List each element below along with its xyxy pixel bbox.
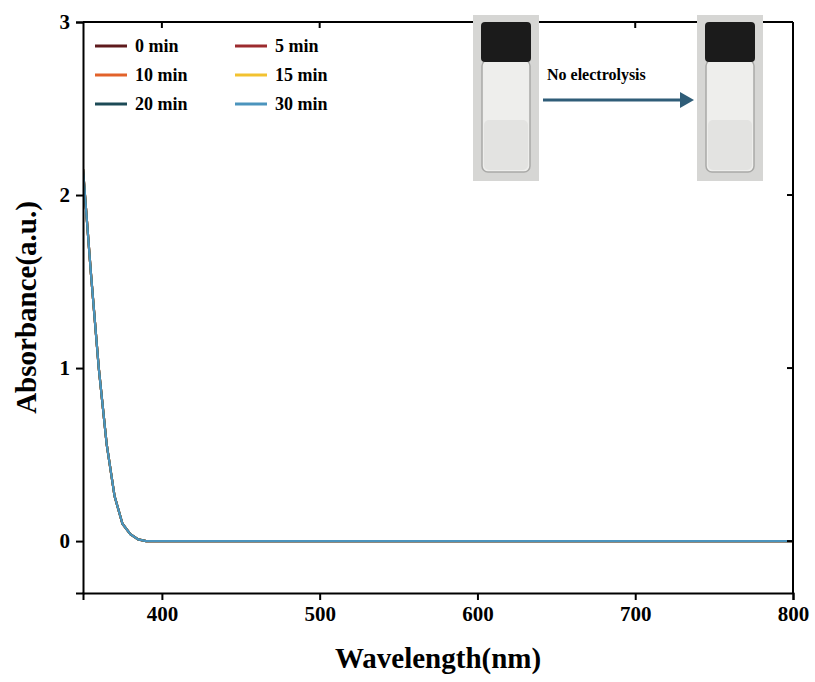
tick-label: 500 bbox=[304, 602, 336, 626]
series-line bbox=[83, 169, 793, 541]
legend-swatch bbox=[235, 74, 267, 77]
series-line bbox=[83, 169, 793, 541]
tick: 400 bbox=[147, 593, 179, 626]
vial-cap bbox=[705, 22, 755, 62]
tick-label: 700 bbox=[620, 602, 652, 626]
tick-mark bbox=[319, 593, 321, 600]
series-line bbox=[83, 169, 793, 541]
tick-label: 0 bbox=[60, 529, 71, 553]
tick-mark bbox=[787, 21, 793, 23]
tick-label: 3 bbox=[60, 10, 71, 34]
vial-photo bbox=[473, 15, 539, 181]
tick-label: 2 bbox=[60, 183, 71, 207]
tick-mark bbox=[787, 367, 793, 369]
tick-mark bbox=[76, 22, 83, 24]
axis-line bbox=[84, 594, 794, 601]
tick-label: 800 bbox=[778, 602, 810, 626]
legend-swatch bbox=[235, 103, 267, 106]
tick-mark bbox=[76, 368, 83, 370]
vial-glass bbox=[706, 60, 754, 172]
series-line bbox=[83, 169, 793, 541]
tick-mark bbox=[787, 540, 793, 542]
tick: 500 bbox=[304, 593, 336, 626]
vial-cap bbox=[481, 22, 531, 62]
vial-liquid bbox=[708, 120, 752, 170]
vial-liquid bbox=[484, 120, 528, 170]
legend: 0 min 5 min 10 min 15 min 20 min 30 min bbox=[95, 36, 328, 114]
tick-mark bbox=[161, 593, 163, 600]
plot-area bbox=[83, 169, 793, 541]
legend-swatch bbox=[95, 103, 127, 106]
vial-glass bbox=[482, 60, 530, 172]
tick-mark bbox=[76, 541, 83, 543]
chart: 400 500 600 700 800 0 1 2 3 Wavelength(nm) Absorba… bbox=[0, 0, 815, 682]
series-line bbox=[83, 169, 793, 541]
legend-swatch bbox=[95, 45, 127, 48]
tick: 1 bbox=[60, 356, 84, 380]
legend-label: 5 min bbox=[275, 36, 319, 56]
tick-label: 1 bbox=[60, 356, 71, 380]
tick: 2 bbox=[60, 183, 84, 207]
legend-swatch bbox=[235, 45, 267, 48]
tick-mark bbox=[319, 22, 321, 28]
tick: 0 bbox=[60, 529, 84, 553]
frame bbox=[792, 22, 794, 593]
tick: 3 bbox=[60, 10, 84, 34]
annotation: No electrolysis bbox=[547, 66, 646, 84]
arrow-head bbox=[680, 92, 694, 108]
legend-label: 10 min bbox=[135, 65, 188, 85]
legend-label: 0 min bbox=[135, 36, 179, 56]
tick-label: 600 bbox=[462, 602, 494, 626]
legend-swatch bbox=[95, 74, 127, 77]
legend-label: 20 min bbox=[135, 94, 188, 114]
legend-label: 30 min bbox=[275, 94, 328, 114]
axis-line bbox=[76, 23, 84, 594]
tick-mark bbox=[76, 195, 83, 197]
x-axis-title: Wavelength(nm) bbox=[335, 642, 541, 675]
y-axis: 0 1 2 3 bbox=[60, 10, 84, 593]
photo-background bbox=[473, 15, 539, 181]
tick: 700 bbox=[620, 593, 652, 626]
frame bbox=[83, 21, 793, 23]
arrow bbox=[543, 99, 682, 102]
tick: 600 bbox=[462, 593, 494, 626]
y-axis-title: Absorbance(a.u.) bbox=[10, 201, 43, 414]
tick-label: 400 bbox=[147, 602, 179, 626]
x-axis: 400 500 600 700 800 bbox=[84, 593, 810, 626]
tick-mark bbox=[787, 194, 793, 196]
tick-mark bbox=[634, 22, 636, 28]
vial-photo bbox=[697, 15, 763, 181]
tick-mark bbox=[477, 593, 479, 600]
tick: 800 bbox=[778, 593, 810, 626]
tick-mark bbox=[793, 593, 795, 600]
legend-label: 15 min bbox=[275, 65, 328, 85]
tick-mark bbox=[161, 22, 163, 28]
series-line bbox=[83, 169, 793, 541]
tick-mark bbox=[635, 593, 637, 600]
photo-background bbox=[697, 15, 763, 181]
